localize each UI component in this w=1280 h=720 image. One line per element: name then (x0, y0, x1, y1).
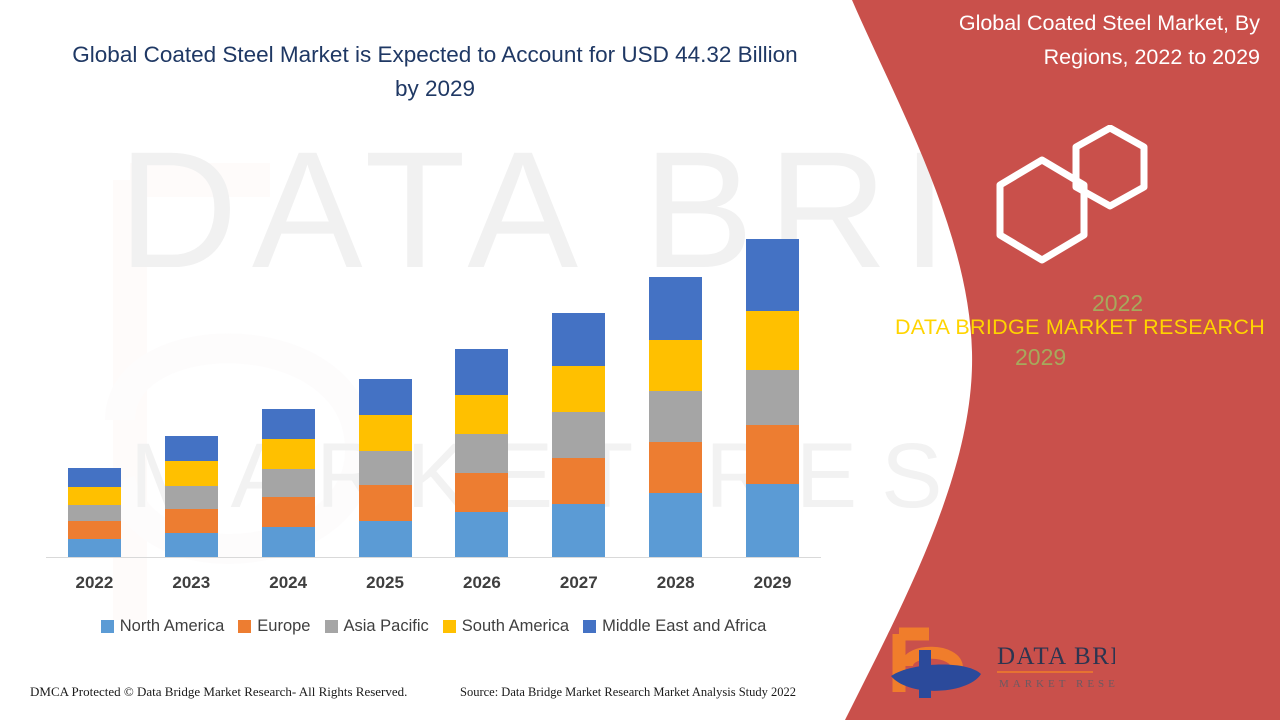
x-axis-label: 2022 (75, 573, 114, 592)
bar-segment (649, 277, 703, 340)
chart-x-axis (46, 557, 821, 558)
hexagon-2022-icon (1072, 124, 1148, 210)
bar-segment (358, 521, 412, 557)
bar-segment (261, 439, 315, 469)
bar-column (337, 379, 433, 557)
logo-secondary-text: MARKET RESEARCH (999, 678, 1115, 690)
legend-label: North America (119, 617, 225, 635)
x-axis-label: 2023 (172, 573, 211, 592)
x-axis-label: 2026 (463, 573, 501, 592)
bar-segment (455, 434, 509, 473)
source-notice: Source: Data Bridge Market Research Mark… (460, 685, 797, 699)
legend-item[interactable]: Middle East and Africa (583, 617, 766, 636)
bar-segment (746, 370, 800, 425)
stacked-bar (67, 468, 121, 557)
x-axis-label: 2027 (559, 573, 598, 592)
bar-segment (746, 425, 800, 484)
stacked-bar (455, 349, 509, 557)
bar-segment (164, 509, 218, 533)
data-bridge-logo-icon: DATA BRIDGE MARKET RESEARCH (891, 627, 1115, 698)
logo-primary-text: DATA BRIDGE (997, 643, 1115, 670)
bar-segment (552, 504, 606, 557)
hexagon-2029-label: 2029 (1015, 344, 1067, 370)
stacked-bar (358, 379, 412, 557)
bar-segment (67, 487, 121, 505)
legend-label: South America (461, 617, 570, 635)
hexagon-group: 2022 2029 (880, 124, 1280, 370)
bar-segment (552, 458, 606, 504)
stacked-bar (261, 409, 315, 557)
bar-segment (746, 311, 800, 370)
bar-segment (552, 412, 606, 458)
page-title: Global Coated Steel Market is Expected t… (72, 42, 798, 101)
x-axis-labels: 2022 2023 2024 2025 2026 2027 2028 2029 (46, 573, 821, 593)
bar-segment (358, 379, 412, 415)
bar-segment (649, 391, 703, 442)
bar-column (434, 349, 530, 557)
brand-panel-content: Global Coated Steel Market, By Regions, … (880, 0, 1280, 720)
legend-item[interactable]: North America (100, 617, 225, 636)
bar-segment (455, 395, 509, 434)
x-axis-label: 2029 (753, 573, 792, 592)
x-axis-label: 2025 (366, 573, 404, 592)
hexagon-2029-icon (996, 156, 1088, 264)
bar-segment (67, 468, 121, 487)
legend-swatch (100, 620, 114, 633)
bar-segment (261, 469, 315, 497)
stacked-bar-chart (46, 160, 821, 557)
bar-segment (261, 527, 315, 557)
bar-segment (261, 409, 315, 439)
legend-swatch (324, 620, 338, 633)
legend-swatch (238, 620, 252, 633)
legend-swatch (583, 620, 597, 633)
legend-label: Europe (257, 617, 311, 635)
brand-name: DATA BRIDGE MARKET RESEARCH (894, 315, 1266, 339)
copyright-notice: DMCA Protected © Data Bridge Market Rese… (30, 684, 408, 699)
bar-segment (67, 521, 121, 539)
legend-label: Asia Pacific (343, 617, 429, 635)
bar-column (143, 436, 239, 557)
bar-segment (261, 497, 315, 527)
bar-segment (358, 485, 412, 521)
bar-segment (164, 461, 218, 486)
stacked-bar (164, 436, 218, 557)
stacked-bar (649, 277, 703, 557)
bar-column (725, 239, 821, 557)
bar-segment (455, 512, 509, 557)
hexagon-2022-label: 2022 (1092, 290, 1144, 316)
bar-segment (358, 415, 412, 451)
bar-segment (649, 493, 703, 557)
bar-segment (455, 349, 509, 395)
bar-segment (746, 484, 800, 557)
stacked-bar (746, 239, 800, 557)
bar-segment (746, 239, 800, 311)
bar-column (628, 277, 724, 557)
bar-segment (67, 505, 121, 521)
bar-segment (358, 451, 412, 485)
bar-column (531, 313, 627, 557)
legend-item[interactable]: South America (442, 617, 570, 636)
panel-title: Global Coated Steel Market, By Regions, … (958, 11, 1260, 69)
bar-column (240, 409, 336, 557)
legend-item[interactable]: Europe (238, 617, 311, 636)
x-axis-label: 2024 (269, 573, 308, 592)
bar-segment (455, 473, 509, 512)
bar-segment (552, 366, 606, 412)
legend-swatch (442, 620, 456, 633)
x-axis-label: 2028 (656, 573, 695, 592)
legend-item[interactable]: Asia Pacific (324, 617, 429, 636)
hexagon-icons (996, 124, 1148, 264)
chart-legend: North America Europe Asia Pacific South Ame… (46, 617, 821, 636)
legend-label: Middle East and Africa (602, 617, 767, 635)
bar-segment (164, 533, 218, 557)
bar-segment (649, 442, 703, 493)
bar-segment (164, 486, 218, 509)
bar-segment (552, 313, 606, 366)
stacked-bar (552, 313, 606, 557)
bar-segment (67, 539, 121, 557)
bar-segment (649, 340, 703, 391)
bar-column (46, 468, 142, 557)
bar-segment (164, 436, 218, 461)
